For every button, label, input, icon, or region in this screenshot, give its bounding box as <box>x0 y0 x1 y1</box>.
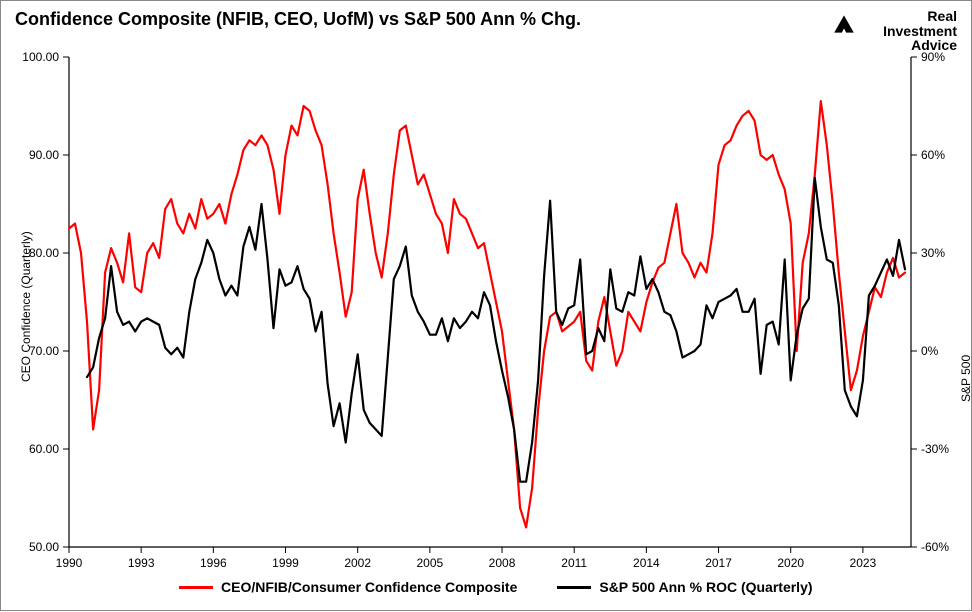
legend-label: CEO/NFIB/Consumer Confidence Composite <box>221 579 517 595</box>
svg-text:90.00: 90.00 <box>29 148 59 162</box>
svg-text:1990: 1990 <box>56 556 83 570</box>
svg-text:2011: 2011 <box>561 556 587 570</box>
svg-text:0%: 0% <box>921 344 939 358</box>
svg-text:-60%: -60% <box>921 540 949 554</box>
legend-item: S&P 500 Ann % ROC (Quarterly) <box>557 579 812 595</box>
svg-text:2008: 2008 <box>489 556 516 570</box>
svg-text:-30%: -30% <box>921 442 949 456</box>
svg-text:60.00: 60.00 <box>29 442 59 456</box>
svg-text:70.00: 70.00 <box>29 344 59 358</box>
legend-swatch <box>557 586 591 589</box>
svg-text:2005: 2005 <box>417 556 444 570</box>
svg-text:2023: 2023 <box>850 556 877 570</box>
chart-plot: 1990 1993 1996 1999 2002 2005 2008 2011 2014 2017… <box>1 1 972 612</box>
svg-text:60%: 60% <box>921 148 945 162</box>
svg-text:1993: 1993 <box>128 556 155 570</box>
svg-text:2020: 2020 <box>777 556 804 570</box>
svg-text:80.00: 80.00 <box>29 246 59 260</box>
series-line <box>69 101 905 527</box>
svg-text:2014: 2014 <box>633 556 660 570</box>
svg-text:1999: 1999 <box>272 556 299 570</box>
svg-text:90%: 90% <box>921 50 945 64</box>
legend-label: S&P 500 Ann % ROC (Quarterly) <box>599 579 812 595</box>
legend: CEO/NFIB/Consumer Confidence Composite S&… <box>179 579 813 595</box>
svg-text:1996: 1996 <box>200 556 227 570</box>
svg-text:100.00: 100.00 <box>22 50 59 64</box>
series-line <box>87 178 905 482</box>
legend-item: CEO/NFIB/Consumer Confidence Composite <box>179 579 517 595</box>
legend-swatch <box>179 586 213 589</box>
svg-text:2017: 2017 <box>705 556 732 570</box>
svg-text:50.00: 50.00 <box>29 540 59 554</box>
svg-text:30%: 30% <box>921 246 945 260</box>
chart-container: Confidence Composite (NFIB, CEO, UofM) v… <box>0 0 972 611</box>
svg-text:2002: 2002 <box>344 556 371 570</box>
